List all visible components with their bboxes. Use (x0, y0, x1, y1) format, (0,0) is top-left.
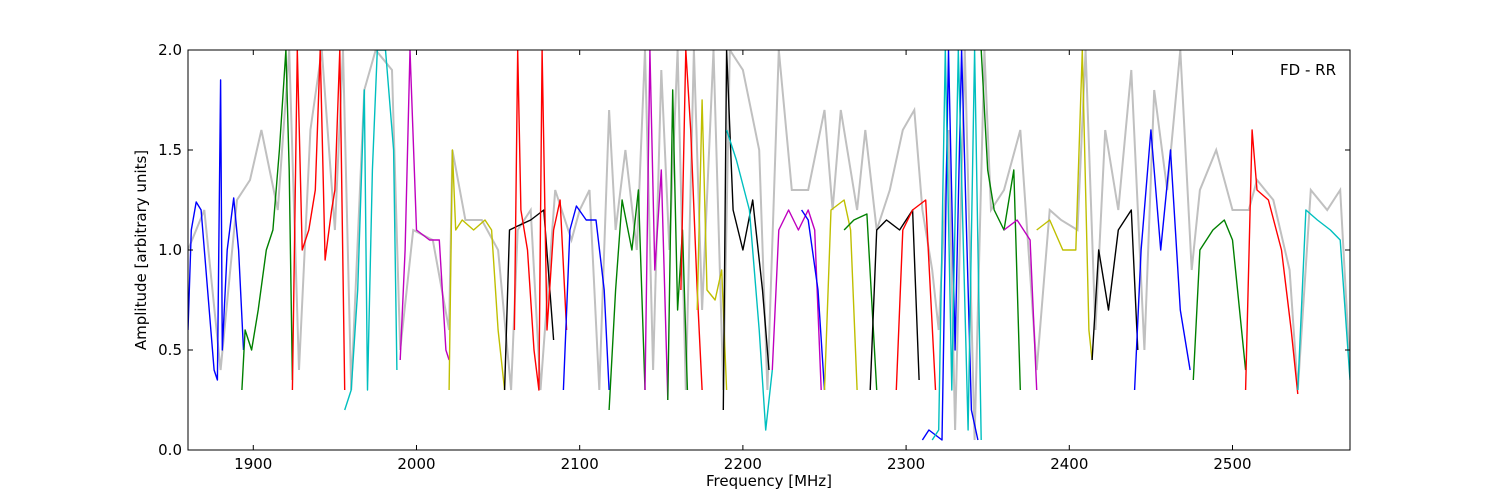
series-layer (188, 50, 1350, 441)
series-line-0 (188, 79, 245, 381)
series-line-25 (1003, 219, 1038, 391)
y-tick-label: 1.0 (158, 241, 182, 259)
series-line-8 (562, 205, 610, 391)
series-line-1 (241, 50, 294, 391)
y-tick-label: 0.0 (158, 441, 182, 459)
y-axis: 0.0 0.5 1.0 1.5 2.0 (158, 41, 1350, 459)
series-line-30 (1244, 129, 1299, 395)
y-axis-label: Amplitude [arbitrary units] (132, 150, 150, 350)
series-line-5 (448, 149, 506, 391)
series-line-12 (680, 50, 703, 391)
series-line-19 (843, 213, 878, 391)
series-line-13 (696, 99, 728, 391)
x-axis-label: Frequency [MHz] (706, 472, 832, 490)
chart-annotation: FD - RR (1280, 61, 1336, 79)
x-axis: 1900 2000 2100 2200 2300 2400 2500 (234, 50, 1252, 473)
series-line-28 (1133, 129, 1191, 391)
x-tick-label: 2300 (887, 455, 925, 473)
background-trace-layer (188, 50, 1350, 441)
series-line-18 (823, 199, 858, 391)
x-tick-label: 2100 (561, 455, 599, 473)
series-line-14 (722, 50, 770, 411)
series-line-26 (1036, 50, 1093, 361)
series-line-9 (608, 189, 646, 411)
background-trace (188, 50, 1350, 441)
y-tick-label: 0.5 (158, 341, 182, 359)
series-line-29 (1192, 219, 1247, 381)
series-line-24 (980, 50, 1021, 391)
x-tick-label: 2400 (1050, 455, 1088, 473)
series-line-15 (725, 129, 773, 431)
series-line-2 (291, 50, 346, 391)
x-tick-label: 2500 (1213, 455, 1251, 473)
series-line-11 (667, 89, 689, 401)
plot-frame (187, 49, 1351, 451)
series-line-4 (399, 50, 450, 361)
y-tick-label: 1.5 (158, 141, 182, 159)
plot-area (188, 50, 1350, 441)
series-line-31 (1297, 209, 1350, 391)
x-tick-label: 1900 (234, 455, 272, 473)
series-line-7 (513, 50, 568, 391)
x-tick-label: 2000 (397, 455, 435, 473)
series-line-27 (1091, 209, 1139, 361)
y-tick-label: 2.0 (158, 41, 182, 59)
x-tick-label: 2200 (724, 455, 762, 473)
series-line-16 (771, 209, 822, 391)
series-line-17 (801, 209, 826, 391)
series-line-20 (869, 209, 920, 391)
series-line-3 (344, 50, 398, 411)
series-line-21 (895, 199, 937, 391)
series-line-10 (644, 50, 669, 401)
series-line-23 (931, 50, 982, 441)
